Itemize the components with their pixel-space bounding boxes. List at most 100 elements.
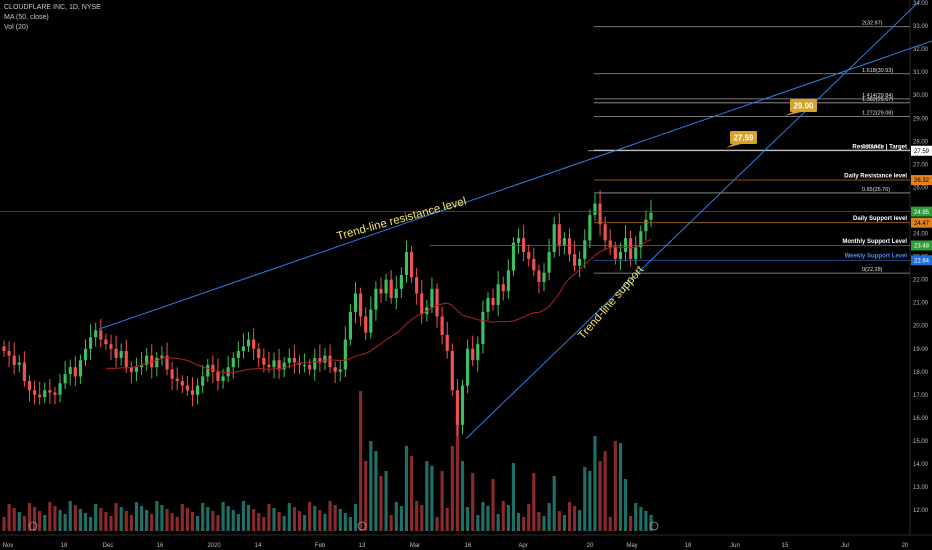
candle[interactable] (2, 346, 6, 352)
candle[interactable] (38, 394, 42, 398)
candle[interactable] (328, 355, 332, 368)
candle[interactable] (399, 274, 403, 289)
legend-symbol[interactable]: CLOUDFLARE INC, 1D, NYSE (4, 4, 101, 11)
candle[interactable] (466, 348, 470, 386)
trendline-resistance[interactable] (98, 40, 932, 330)
candle[interactable] (323, 355, 327, 363)
candle[interactable] (231, 357, 235, 368)
candle[interactable] (48, 390, 52, 393)
candle[interactable] (440, 316, 444, 335)
candle[interactable] (379, 288, 383, 294)
candle[interactable] (394, 288, 398, 299)
candle[interactable] (404, 251, 409, 275)
candle[interactable] (455, 390, 459, 425)
candle[interactable] (53, 392, 57, 395)
candle[interactable] (618, 251, 623, 259)
candle[interactable] (114, 348, 118, 358)
candle[interactable] (236, 351, 240, 358)
candle[interactable] (537, 270, 541, 282)
candle[interactable] (644, 219, 648, 232)
candle[interactable] (522, 238, 526, 252)
candle[interactable] (267, 364, 271, 368)
trend-lines[interactable]: Trend-line resistance level Trend-line su… (98, 0, 932, 440)
trendline-support[interactable] (465, 0, 921, 440)
candle[interactable] (364, 316, 368, 333)
event-markers[interactable] (28, 521, 659, 531)
candle[interactable] (608, 240, 612, 248)
earnings-marker-icon[interactable] (649, 521, 659, 531)
candle[interactable] (486, 298, 490, 312)
candle[interactable] (420, 293, 424, 315)
candle[interactable] (190, 390, 195, 395)
candle[interactable] (89, 337, 93, 349)
candle[interactable] (7, 351, 11, 356)
candle[interactable] (318, 357, 322, 363)
candle[interactable] (262, 357, 266, 365)
candle[interactable] (165, 355, 169, 370)
price-axis[interactable]: 34.00 33.00 32.00 31.00 30.00 29.00 28.00 27.00… (909, 0, 929, 535)
candle[interactable] (542, 272, 546, 282)
candle[interactable] (73, 367, 77, 377)
candle[interactable] (180, 381, 184, 386)
candle[interactable] (613, 247, 617, 259)
candle[interactable] (460, 385, 465, 425)
candle[interactable] (527, 251, 531, 259)
candle[interactable] (435, 288, 439, 317)
candle[interactable] (562, 238, 566, 246)
candle[interactable] (338, 369, 342, 372)
candle[interactable] (588, 215, 592, 241)
candle[interactable] (547, 251, 551, 273)
candle[interactable] (246, 339, 251, 347)
candle[interactable] (206, 364, 210, 377)
candle[interactable] (124, 351, 128, 368)
candle[interactable] (201, 376, 205, 386)
candle[interactable] (292, 357, 296, 363)
candle[interactable] (415, 277, 419, 294)
candle[interactable] (272, 360, 276, 368)
candle[interactable] (374, 288, 378, 310)
candle[interactable] (308, 364, 312, 370)
candle[interactable] (257, 348, 261, 358)
candle[interactable] (369, 309, 373, 333)
candle[interactable] (634, 247, 638, 259)
candle[interactable] (277, 360, 281, 370)
candle[interactable] (578, 258, 582, 266)
candle[interactable] (491, 298, 495, 305)
candle[interactable] (639, 231, 643, 248)
candle[interactable] (481, 311, 485, 345)
candle[interactable] (629, 238, 633, 259)
candle[interactable] (94, 330, 98, 338)
candle[interactable] (145, 355, 149, 365)
candle[interactable] (83, 348, 88, 361)
candle[interactable] (226, 367, 230, 377)
earnings-marker-icon[interactable] (357, 521, 367, 531)
candle[interactable] (649, 212, 653, 220)
candle[interactable] (384, 279, 388, 294)
candle[interactable] (241, 346, 246, 352)
candle[interactable] (99, 330, 103, 340)
candle[interactable] (78, 360, 82, 377)
candle[interactable] (496, 284, 500, 305)
candle[interactable] (567, 238, 572, 255)
candle[interactable] (160, 355, 164, 358)
candle[interactable] (43, 390, 47, 398)
candle[interactable] (32, 390, 37, 395)
candle[interactable] (17, 362, 21, 365)
candle[interactable] (63, 374, 67, 384)
candle[interactable] (598, 203, 602, 225)
candle[interactable] (593, 203, 597, 216)
candle[interactable] (409, 251, 414, 278)
candle[interactable] (109, 344, 113, 349)
legend-volume[interactable]: Vol (20) (4, 24, 29, 31)
candle[interactable] (287, 357, 291, 363)
candle[interactable] (552, 224, 556, 252)
candle[interactable] (445, 334, 449, 352)
candlesticks[interactable] (2, 190, 653, 437)
candle[interactable] (501, 284, 505, 292)
candle[interactable] (58, 383, 62, 395)
candle[interactable] (302, 364, 307, 367)
candle[interactable] (623, 238, 628, 252)
candle[interactable] (430, 288, 434, 308)
candle[interactable] (557, 224, 561, 246)
earnings-marker-icon[interactable] (28, 521, 38, 531)
